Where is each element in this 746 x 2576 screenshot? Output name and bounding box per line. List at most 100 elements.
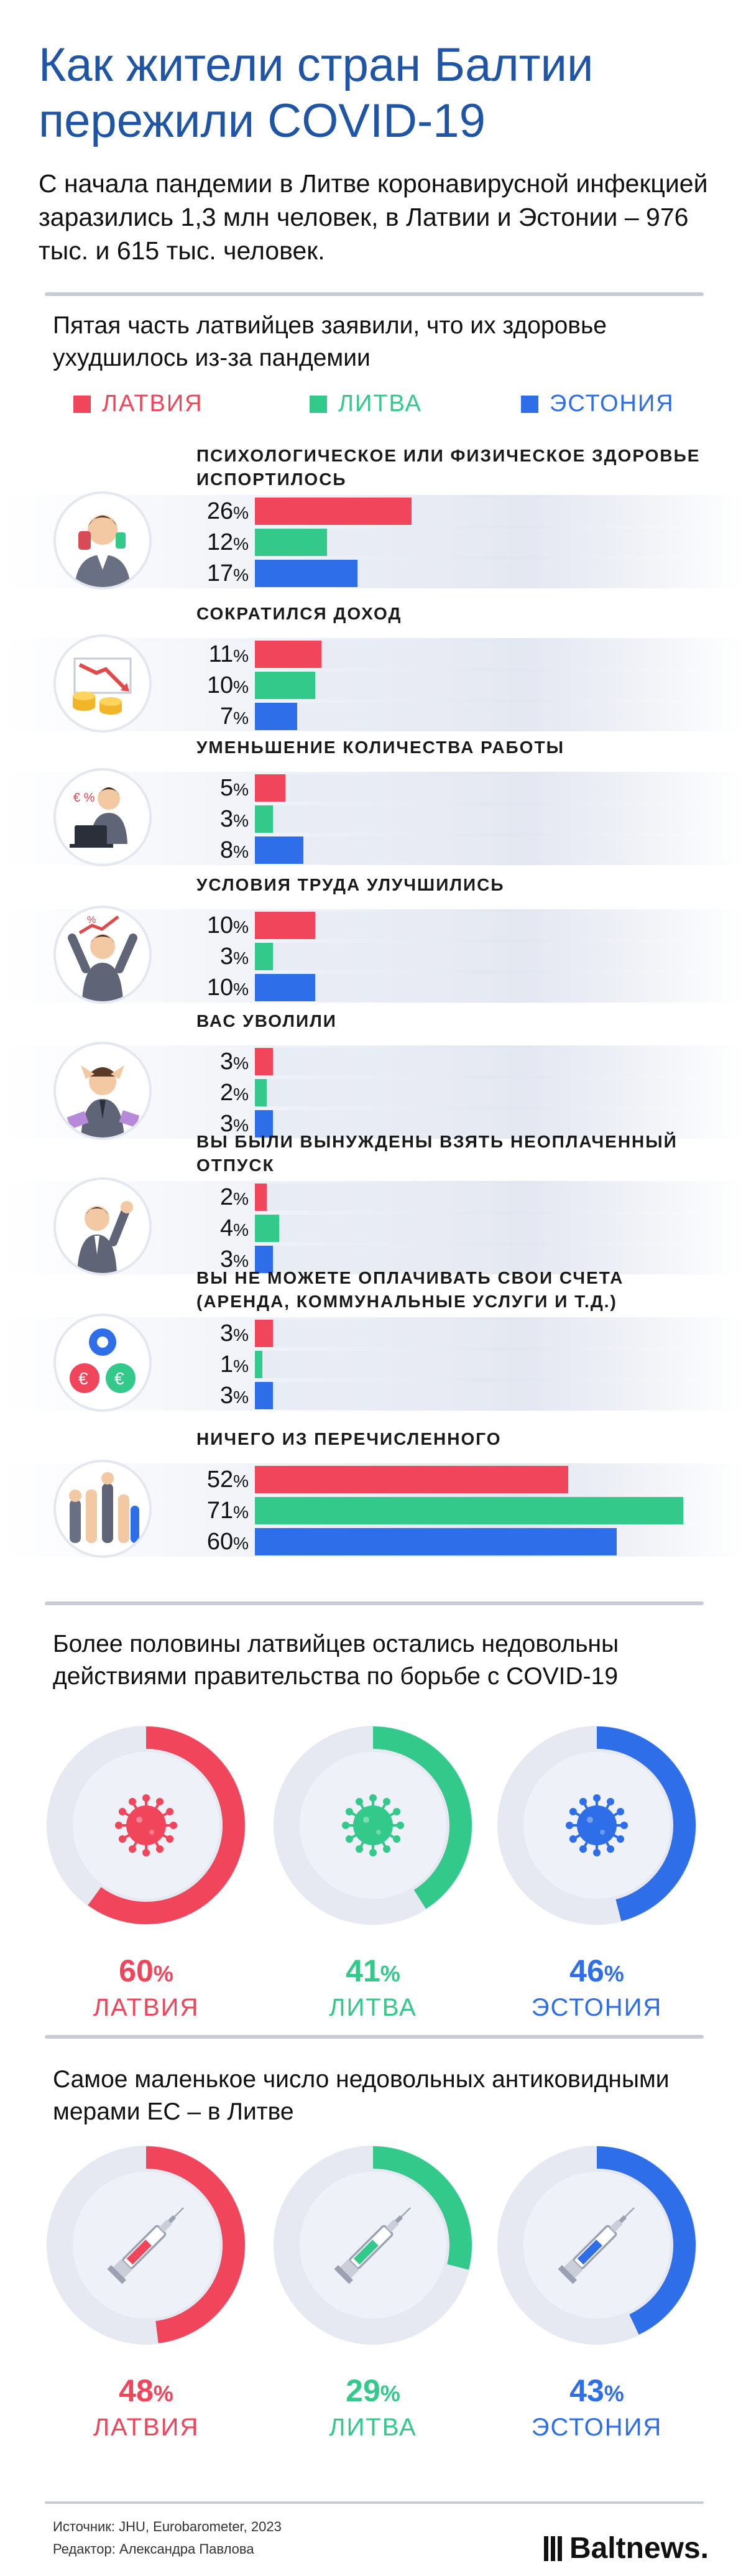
category-block: УМЕНЬШЕНИЕ КОЛИЧЕСТВА РАБОТЫ € % 5% 3% 8% [0, 723, 746, 873]
donut-lithuania: 41% ЛИТВА [270, 1723, 476, 2021]
bar-track [255, 641, 702, 668]
bar-value-number: 5 [219, 775, 234, 801]
bar-track [255, 1320, 702, 1347]
legend-lithuania: ЛИТВА [310, 391, 422, 417]
percent-sign: % [233, 646, 249, 665]
category-block: НИЧЕГО ИЗ ПЕРЕЧИСЛЕННОГО 52% 71% 60% [0, 1415, 746, 1564]
legend-latvia: ЛАТВИЯ [73, 391, 203, 417]
bar-value-number: 17 [206, 560, 234, 586]
bar-row-estonia: 8% [0, 835, 746, 865]
virus-icon [550, 1779, 643, 1875]
bar-track [255, 1215, 702, 1242]
percent-sign: % [233, 1220, 249, 1239]
svg-text:€ %: € % [73, 791, 95, 805]
bar-row-latvia: 26% [0, 496, 746, 526]
bar-row-latvia: 11% [0, 639, 746, 669]
bar-estonia [255, 560, 357, 587]
category-label: НИЧЕГО ИЗ ПЕРЕЧИСЛЕННОГО [196, 1429, 502, 1448]
bar-track [255, 1246, 702, 1273]
bar-value-estonia: 7% [186, 702, 249, 733]
percent-sign: % [233, 1189, 249, 1208]
category-block: СОКРАТИЛСЯ ДОХОД 11% 10% 7% [0, 590, 746, 739]
raised-hands-icon-graphic [69, 1472, 139, 1543]
bar-row-estonia: 3% [0, 1244, 746, 1274]
bar-value-number: 3 [219, 1049, 234, 1075]
bar-value-estonia: 3% [186, 1381, 249, 1412]
bar-row-lithuania: 2% [0, 1078, 746, 1108]
virus-icon [99, 1779, 193, 1875]
donut-arc [274, 2146, 472, 2344]
bar-track [255, 836, 702, 864]
percent-sign: % [233, 1325, 249, 1345]
bar-value-lithuania: 2% [186, 1078, 249, 1110]
category-label: ВАС УВОЛИЛИ [196, 1011, 337, 1031]
legend: ЛАТВИЯ ЛИТВА ЭСТОНИЯ [0, 391, 746, 428]
percent-sign: % [233, 1085, 249, 1104]
category-block: ВАС УВОЛИЛИ 3% 2% 3% [0, 997, 746, 1146]
legend-swatch-latvia [73, 395, 91, 413]
bar-latvia [255, 1048, 274, 1075]
bar-value-lithuania: 71% [186, 1496, 249, 1527]
percent-sign: % [233, 534, 249, 554]
percent-sign: % [233, 811, 249, 830]
bar-lithuania [255, 1215, 279, 1242]
category-block: ПСИХОЛОГИЧЕСКОЕ ИЛИ ФИЗИЧЕСКОЕ ЗДОРОВЬЕ … [0, 446, 746, 596]
bar-track [255, 1184, 702, 1211]
donut-arc [498, 1726, 696, 1924]
bar-value-number: 3 [219, 806, 234, 832]
percent-sign: % [233, 1388, 249, 1407]
happy-worker-icon-graphic: % [68, 915, 137, 1001]
bar-value-number: 3 [219, 1383, 234, 1409]
syringe-icon [320, 2192, 426, 2301]
syringe-icon [334, 2207, 411, 2284]
bar-value-estonia: 10% [186, 973, 249, 1004]
donut-latvia: 60% ЛАТВИЯ [44, 1723, 249, 2021]
bar-value-lithuania: 4% [186, 1213, 249, 1245]
divider [45, 2035, 704, 2039]
bar-row-latvia: 52% [0, 1465, 746, 1494]
donut-label: ЭСТОНИЯ [531, 1994, 663, 2021]
source-text: Источник: JHU, Eurobarometer, 2023 [53, 2519, 282, 2534]
donut-arc [47, 1726, 245, 1924]
svg-text:%: % [87, 915, 96, 925]
virus-icon [326, 1779, 420, 1875]
donut-value-number: 43 [569, 2373, 604, 2408]
bar-value-number: 2 [219, 1080, 234, 1106]
bar-value-number: 3 [219, 1246, 234, 1272]
divider [45, 1601, 704, 1605]
donut-value: 46% [494, 1953, 699, 1989]
bar-row-lithuania: 1% [0, 1350, 746, 1379]
coins-chart-icon [56, 637, 149, 730]
bar-lithuania [255, 1497, 683, 1524]
percent-sign: % [233, 1503, 249, 1522]
percent-sign: % [233, 503, 249, 522]
bar-value-lithuania: 3% [186, 804, 249, 836]
percent-sign: % [604, 1961, 624, 1986]
bar-estonia [255, 974, 315, 1001]
divider [45, 2501, 704, 2504]
bar-value-number: 60 [206, 1529, 234, 1555]
donut-estonia: 43% ЭСТОНИЯ [494, 2143, 699, 2441]
category-block: УСЛОВИЯ ТРУДА УЛУЧШИЛИСЬ% 10% 3% 10% [0, 861, 746, 1010]
bar-estonia [255, 1110, 274, 1137]
donut-value-number: 60 [119, 1953, 154, 1988]
bar-track [255, 1079, 702, 1106]
bar-row-estonia: 60% [0, 1527, 746, 1557]
legend-label-estonia: ЭСТОНИЯ [550, 391, 675, 417]
intro-text: С начала пандемии в Литве коронавирусной… [39, 169, 708, 265]
syringe-icon [558, 2207, 635, 2284]
donut-value: 41% [270, 1953, 476, 1989]
percent-sign: % [233, 1471, 249, 1491]
donut-label: ЛАТВИЯ [93, 2414, 200, 2441]
waving-worker-icon-graphic [77, 1201, 133, 1273]
currency-gears-icon: € € [56, 1316, 149, 1409]
bar-lithuania [255, 1079, 267, 1106]
stressed-worker-icon [56, 1044, 149, 1137]
bar-value-lithuania: 3% [186, 942, 249, 973]
percent-sign: % [233, 1116, 249, 1135]
bar-track [255, 943, 702, 970]
bar-track [255, 672, 702, 699]
bar-value-number: 1 [219, 1351, 234, 1378]
donut-value-number: 41 [346, 1953, 380, 1988]
donut-value-number: 48 [119, 2373, 154, 2408]
